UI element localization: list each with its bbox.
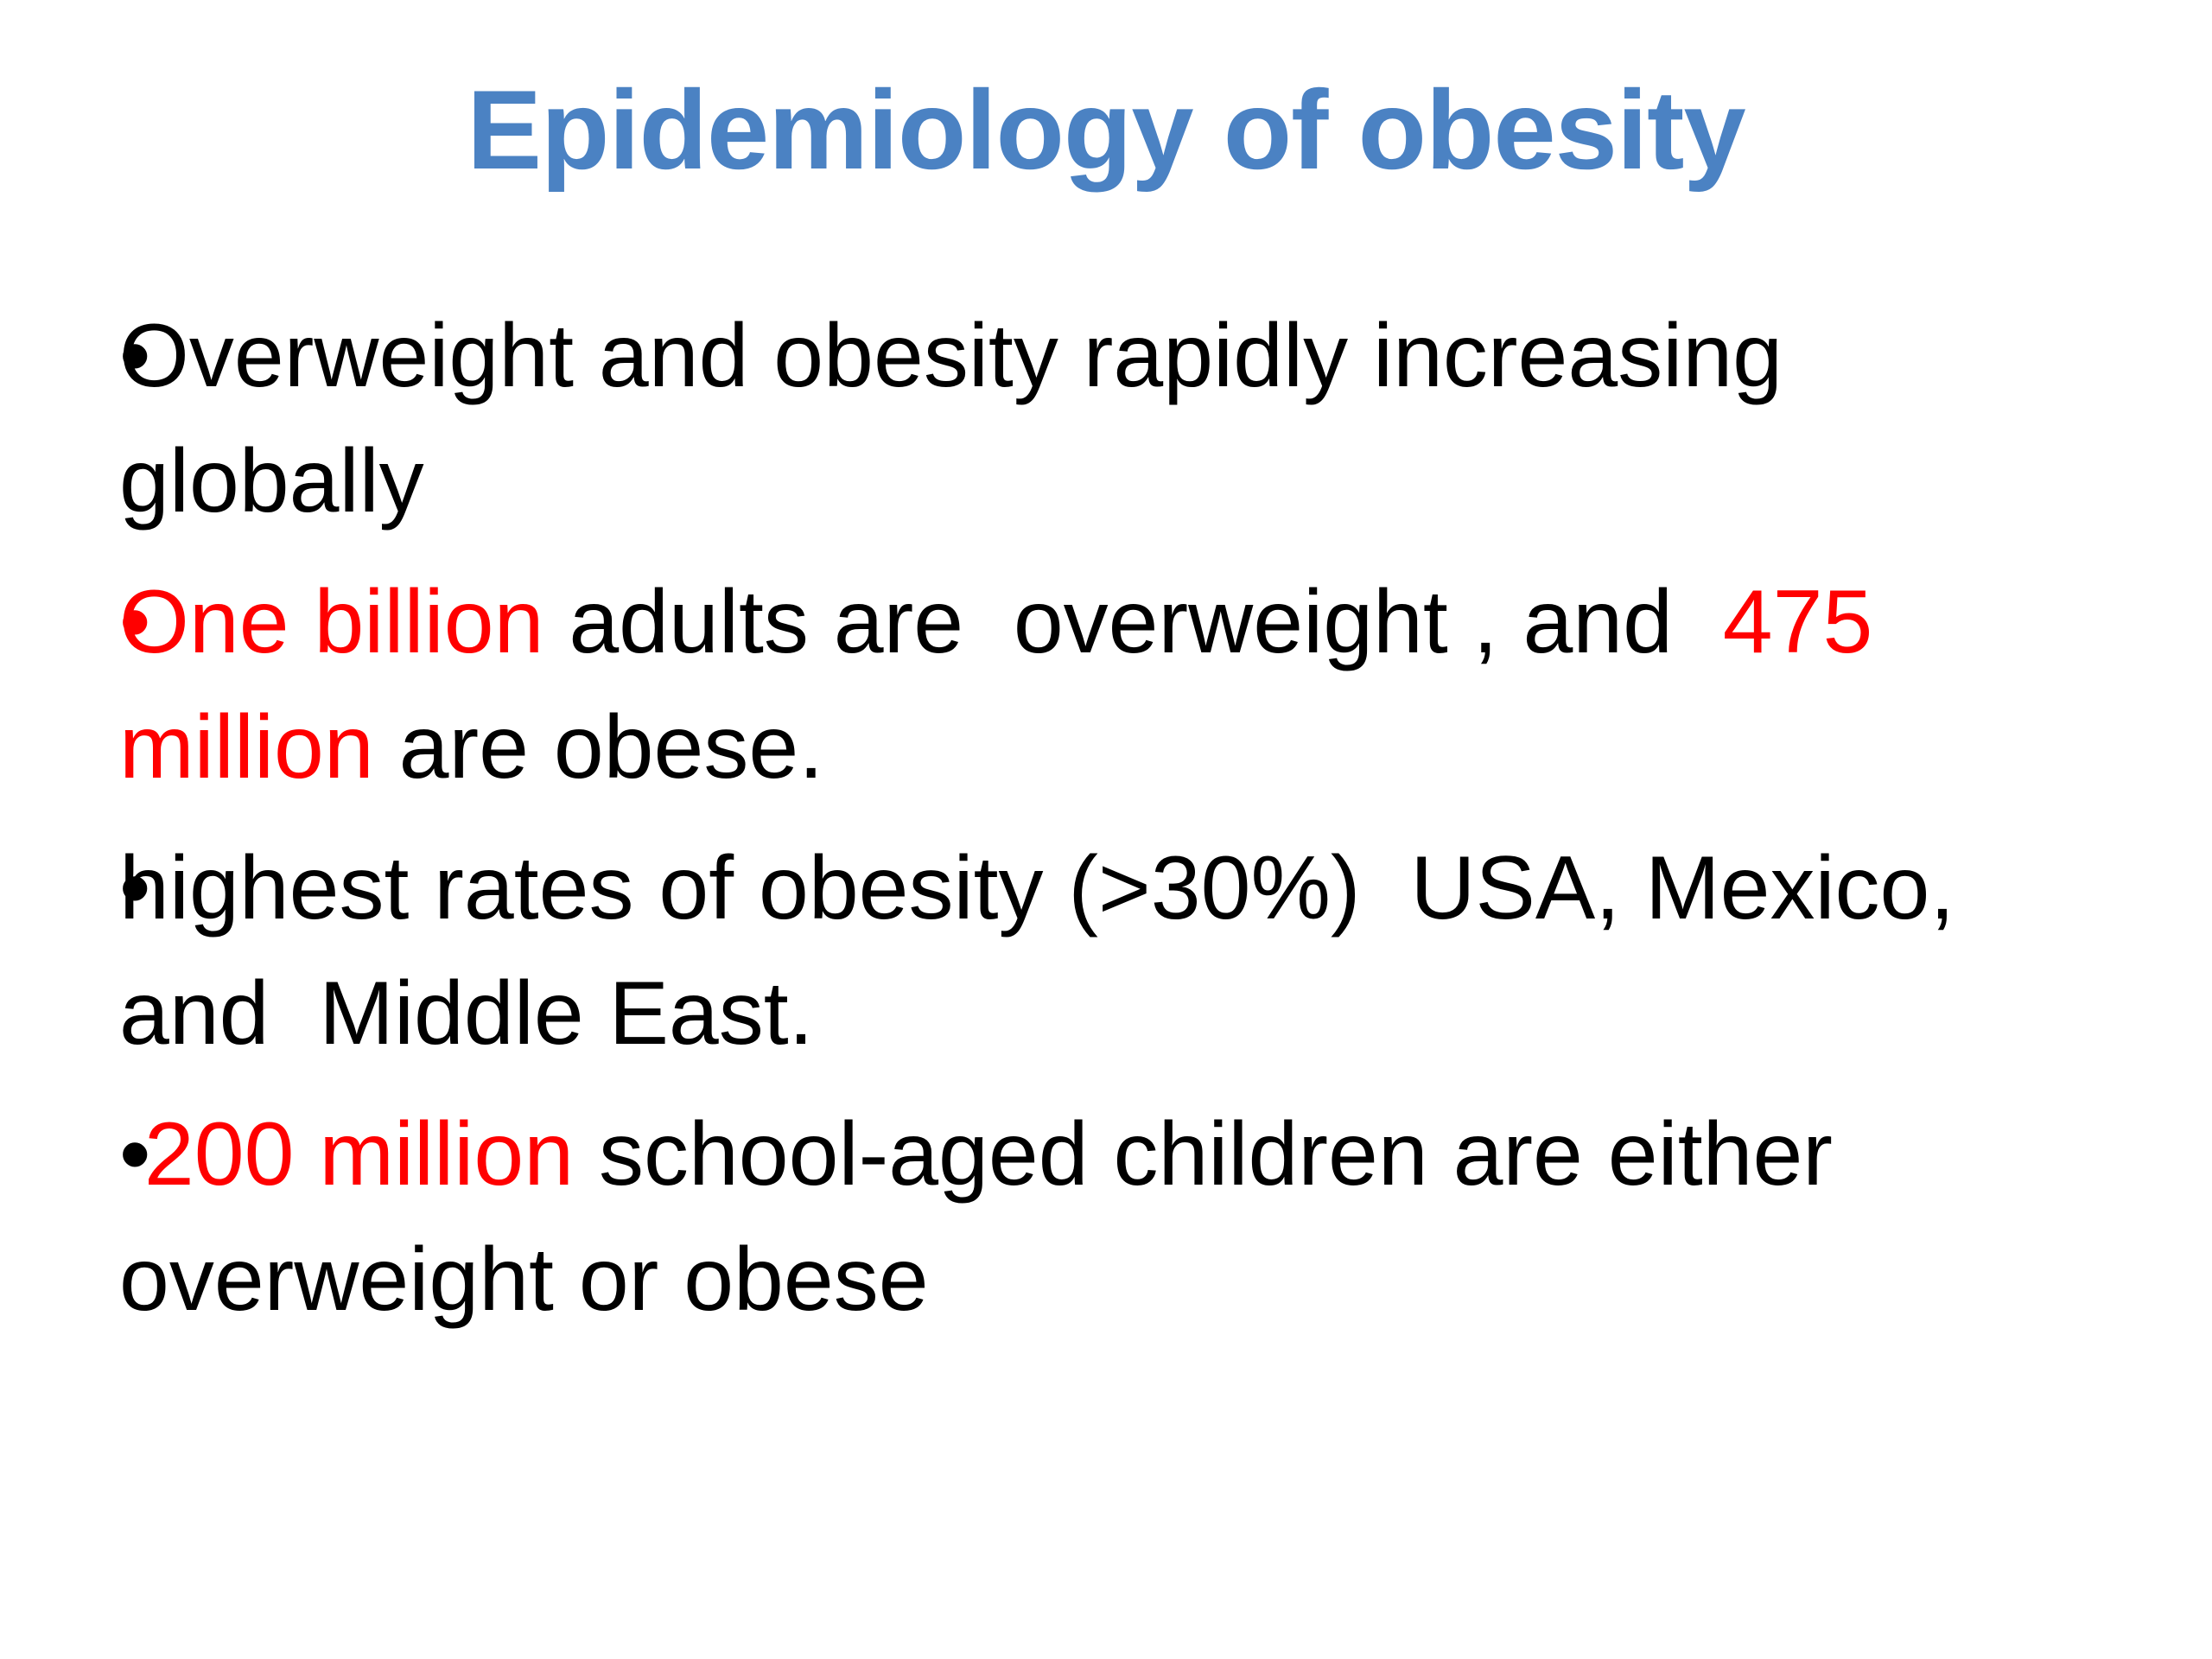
bullet-item: • One billion adults are overweight , and… <box>0 560 2100 810</box>
bullet-line: overweight or obese <box>119 1217 2100 1343</box>
text-segment: adults are overweight , and <box>543 572 1723 672</box>
bullet-line: One billion adults are overweight , and … <box>119 560 2100 685</box>
text-segment: school-aged children are either <box>574 1104 1833 1205</box>
text-segment: One billion <box>119 572 544 672</box>
bullet-item: • 200 million school-aged children are e… <box>0 1092 2100 1343</box>
bullet-item: • Overweight and obesity rapidly increasi… <box>0 294 2100 544</box>
bullet-list: • Overweight and obesity rapidly increasi… <box>0 294 2100 1358</box>
bullet-marker-icon: • <box>119 572 151 672</box>
text-segment: 200 million <box>119 1104 575 1205</box>
text-segment: million <box>119 697 374 798</box>
slide-title: Epidemiology of obesity <box>467 67 1745 193</box>
bullet-line: Overweight and obesity rapidly increasin… <box>119 294 2100 419</box>
text-segment: overweight or obese <box>119 1230 929 1330</box>
text-segment: and Middle East. <box>119 963 814 1064</box>
bullet-marker-icon: • <box>119 838 151 938</box>
bullet-line: 200 million school-aged children are eit… <box>119 1092 2100 1217</box>
bullet-line: globally <box>119 419 2100 544</box>
bullet-text: highest rates of obesity (>30%) USA, Mex… <box>119 826 2100 1077</box>
text-segment: Overweight and obesity rapidly increasin… <box>119 306 1783 406</box>
text-segment: are obese. <box>373 697 824 798</box>
bullet-text: Overweight and obesity rapidly increasin… <box>119 294 2100 544</box>
bullet-text: One billion adults are overweight , and … <box>119 560 2100 810</box>
bullet-line: million are obese. <box>119 685 2100 810</box>
bullet-marker-icon: • <box>119 1104 151 1205</box>
bullet-line: highest rates of obesity (>30%) USA, Mex… <box>119 826 2100 951</box>
bullet-line: and Middle East. <box>119 951 2100 1077</box>
bullet-text: 200 million school-aged children are eit… <box>119 1092 2100 1343</box>
text-segment: globally <box>119 431 424 531</box>
text-segment: 475 <box>1722 572 1873 672</box>
text-segment: highest rates of obesity (>30%) USA, Mex… <box>119 838 1955 938</box>
bullet-item: • highest rates of obesity (>30%) USA, Me… <box>0 826 2100 1077</box>
bullet-marker-icon: • <box>119 306 151 406</box>
